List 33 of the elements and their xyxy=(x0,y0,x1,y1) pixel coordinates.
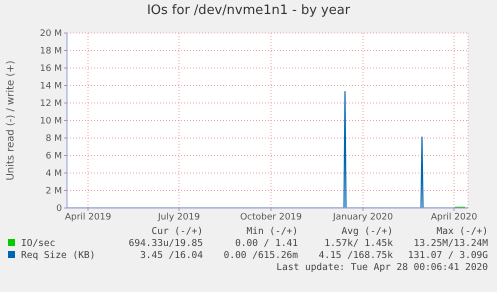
x-tick-label: October 2019 xyxy=(240,212,302,222)
chart-title: IOs for /dev/nvme1n1 - by year xyxy=(146,3,352,18)
y-tick-label: 12 M xyxy=(40,99,62,110)
x-tick-label: July 2019 xyxy=(157,212,200,222)
text: Min (-/+) xyxy=(246,226,298,238)
x-tick-label: April 2020 xyxy=(430,212,478,222)
y-tick-label: 10 M xyxy=(40,116,62,127)
text: 694.33u/19.85 xyxy=(128,238,203,250)
text: 1.57k/ 1.45k xyxy=(323,238,393,250)
y-tick-label: 8 M xyxy=(46,134,62,144)
y-tick-label: 16 M xyxy=(40,64,62,74)
text: Last update: Tue Apr 28 00:06:41 2020 xyxy=(275,262,488,274)
y-tick-label: 2 M xyxy=(46,186,62,197)
text: 4.15 /168.75k xyxy=(318,250,393,262)
text: Cur (-/+) xyxy=(150,226,203,238)
text: 3.45 /16.04 xyxy=(139,250,203,262)
legend-label: Req Size (KB) xyxy=(20,250,96,262)
y-tick-label: 18 M xyxy=(40,46,62,57)
y-tick-label: 20 M xyxy=(40,29,62,40)
x-tick-label: April 2019 xyxy=(64,212,112,222)
legend-label: IO/sec xyxy=(20,238,56,250)
y-tick-label: 0 xyxy=(56,204,62,214)
text: 0.00 /615.26m xyxy=(222,250,298,262)
y-tick-label: 4 M xyxy=(46,169,62,180)
text: Max (-/+) xyxy=(436,226,488,238)
y-tick-label: 14 M xyxy=(40,82,62,92)
y-tick-label: 6 M xyxy=(46,152,62,162)
y-axis-title: Units read (-) / write (+) xyxy=(6,60,17,181)
text: 13.25M/13.24M xyxy=(412,238,488,250)
text: Avg (-/+) xyxy=(340,226,393,238)
text: 131.07 / 3.09G xyxy=(406,250,488,262)
text: 0.00 / 1.41 xyxy=(234,238,298,250)
x-tick-label: January 2020 xyxy=(332,212,394,222)
